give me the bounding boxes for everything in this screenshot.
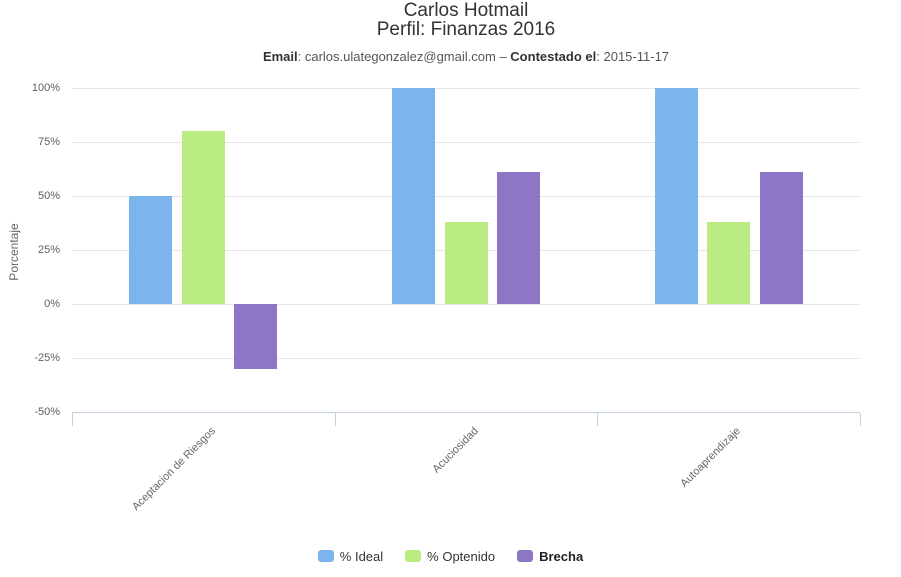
bar-ideal[interactable] (654, 88, 698, 304)
x-axis-tick (860, 413, 861, 426)
bar-brecha[interactable] (497, 172, 540, 304)
legend-item-1[interactable]: % Ideal (317, 548, 384, 564)
bar-optenido[interactable] (444, 221, 488, 304)
x-axis-category-label: Autoaprendizaje (678, 425, 744, 490)
meta-separator: – (495, 49, 511, 64)
bar-brecha[interactable] (759, 172, 803, 304)
x-axis-line (72, 412, 860, 413)
bar-optenido[interactable] (707, 221, 751, 304)
x-axis-tick (335, 413, 336, 426)
bar-ideal[interactable] (129, 196, 173, 304)
chart-title-line1: Carlos Hotmail (403, 0, 529, 21)
email-value: : carlos.ulategonzalez@gmail.com (297, 49, 496, 64)
x-axis-tick (597, 413, 598, 426)
bar-ideal[interactable] (392, 88, 435, 304)
gridline (72, 196, 860, 197)
legend-item-2[interactable]: % Optenido (405, 549, 495, 564)
legend-swatch-icon (517, 550, 534, 562)
bar-optenido[interactable] (181, 131, 225, 304)
legend-label: % Optenido (427, 548, 496, 564)
gridline (72, 358, 860, 359)
x-axis-category-label: Acuciosidad (430, 425, 481, 476)
gridline (72, 304, 860, 305)
y-axis-tick-label: 50% (37, 190, 60, 202)
gridline (72, 142, 860, 143)
y-axis-tick-label: 0% (44, 298, 60, 310)
x-axis-category-label: Aceptacion de Riesgos (129, 425, 218, 514)
y-axis-tick-label: 100% (31, 82, 60, 94)
legend: % Ideal % Optenido Brecha (0, 547, 901, 565)
bar-brecha[interactable] (234, 304, 278, 369)
gridline (72, 88, 860, 89)
legend-item-3[interactable]: Brecha (517, 549, 583, 564)
y-axis-tick-label: -25% (34, 352, 60, 364)
answered-value: : 2015-11-17 (596, 49, 670, 64)
legend-swatch-icon (405, 550, 422, 562)
y-axis-tick-label: 75% (37, 136, 60, 148)
email-label: Email (262, 49, 298, 64)
answered-label: Contestado el (510, 49, 597, 64)
x-axis-tick (72, 413, 73, 426)
plot-area: Aceptacion de Riesgos Acuciosidad Autoapre… (72, 88, 861, 513)
legend-label: Brecha (539, 548, 584, 564)
legend-swatch-icon (317, 550, 334, 562)
y-axis-tick-label: -50% (34, 406, 60, 418)
legend-label: % Ideal (339, 548, 384, 564)
chart-title: Carlos Hotmail Perfil: Finanzas 2016 (72, 1, 860, 39)
chart-title-line2: Perfil: Finanzas 2016 (376, 19, 556, 40)
chart-meta-line: Email: carlos.ulategonzalez@gmail.com – … (36, 49, 896, 64)
y-axis-tick-label: 25% (37, 244, 60, 256)
